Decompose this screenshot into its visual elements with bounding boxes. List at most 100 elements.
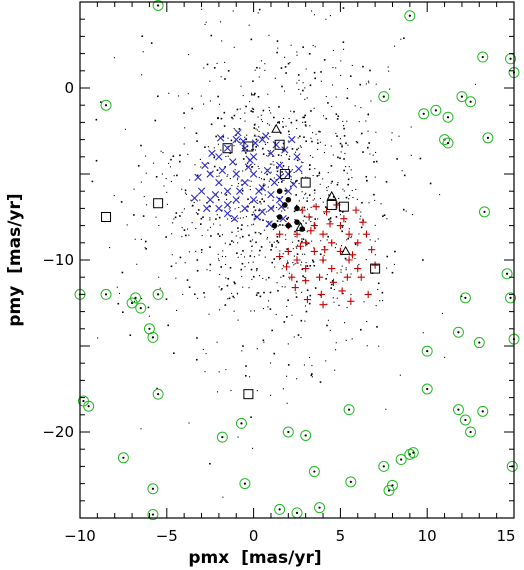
field-star: [222, 250, 224, 252]
field-star: [399, 374, 401, 376]
field-star: [201, 8, 203, 10]
field-star: [183, 208, 185, 210]
field-star: [237, 256, 239, 258]
green-ring-point: [378, 460, 390, 472]
field-star: [369, 69, 371, 72]
blue-cross-point: [281, 146, 289, 154]
field-star: [245, 152, 247, 154]
field-star: [277, 167, 279, 169]
field-star: [377, 238, 379, 240]
field-star: [248, 262, 250, 264]
field-star: [261, 136, 264, 139]
field-star: [265, 211, 267, 213]
field-star: [236, 292, 238, 294]
green-ring-center-dot: [318, 506, 321, 509]
field-star: [282, 142, 285, 145]
field-star: [236, 252, 238, 254]
field-star: [365, 175, 368, 178]
field-star: [209, 205, 211, 208]
field-star: [145, 247, 147, 250]
field-star: [237, 177, 239, 179]
field-star: [256, 129, 258, 131]
field-star: [259, 218, 261, 220]
field-star: [179, 215, 181, 217]
green-ring-center-dot: [134, 296, 137, 299]
field-star: [253, 135, 255, 137]
field-star: [269, 291, 272, 294]
field-star: [280, 161, 282, 163]
field-star: [238, 139, 241, 141]
field-star: [140, 144, 142, 147]
field-star: [270, 112, 272, 114]
field-star: [326, 239, 328, 241]
field-star: [312, 174, 314, 177]
red-plus-point: [288, 273, 296, 281]
field-star: [268, 110, 271, 112]
field-star: [396, 158, 398, 160]
field-star: [223, 111, 226, 114]
field-star: [385, 180, 388, 183]
field-star: [276, 240, 278, 242]
field-star: [302, 162, 304, 164]
field-star: [187, 153, 189, 155]
field-star: [297, 334, 300, 336]
field-star: [318, 130, 320, 133]
field-star: [221, 288, 223, 290]
field-star: [311, 365, 313, 367]
field-star: [216, 341, 218, 343]
field-star: [136, 263, 138, 265]
green-ring-center-dot: [240, 422, 243, 425]
field-star: [256, 292, 258, 294]
field-star: [305, 68, 307, 70]
field-star: [267, 93, 269, 95]
field-star: [346, 97, 349, 100]
field-star: [233, 145, 235, 147]
field-star: [325, 95, 327, 98]
red-plus-point: [302, 265, 310, 273]
field-star: [249, 255, 252, 257]
field-star: [253, 93, 255, 96]
field-star: [326, 274, 328, 276]
field-star: [266, 173, 268, 176]
x-tick-label: −5: [156, 527, 178, 545]
open-triangle-point: [271, 123, 282, 133]
field-star: [356, 198, 358, 201]
field-star: [294, 151, 297, 153]
field-star: [252, 80, 254, 83]
field-star: [262, 147, 264, 150]
green-ring-center-dot: [469, 100, 472, 103]
field-star: [140, 238, 142, 240]
field-star: [341, 144, 343, 146]
field-star: [362, 151, 364, 153]
field-star: [225, 369, 227, 371]
field-star: [97, 337, 99, 339]
field-star: [308, 302, 311, 305]
field-star: [178, 160, 181, 163]
field-star: [422, 259, 424, 261]
red-plus-point: [368, 246, 376, 254]
field-star: [245, 365, 247, 367]
field-star: [220, 117, 223, 120]
blue-cross-point: [255, 187, 263, 195]
field-star: [221, 255, 223, 258]
field-star: [290, 179, 292, 181]
field-star: [402, 208, 405, 211]
field-star: [252, 108, 255, 111]
filled-circle-point: [276, 188, 283, 194]
field-star: [236, 179, 239, 181]
field-star: [253, 310, 256, 312]
field-star: [204, 296, 206, 298]
field-star: [330, 221, 332, 223]
field-star: [199, 158, 201, 161]
field-star: [306, 208, 309, 210]
field-star: [336, 135, 338, 137]
field-star: [240, 253, 242, 255]
field-star: [273, 116, 275, 119]
field-star: [375, 131, 377, 133]
field-star: [284, 66, 287, 68]
field-star: [304, 253, 306, 255]
field-star: [254, 163, 256, 165]
field-star: [137, 165, 140, 167]
field-star: [340, 271, 342, 273]
field-star: [474, 83, 477, 85]
